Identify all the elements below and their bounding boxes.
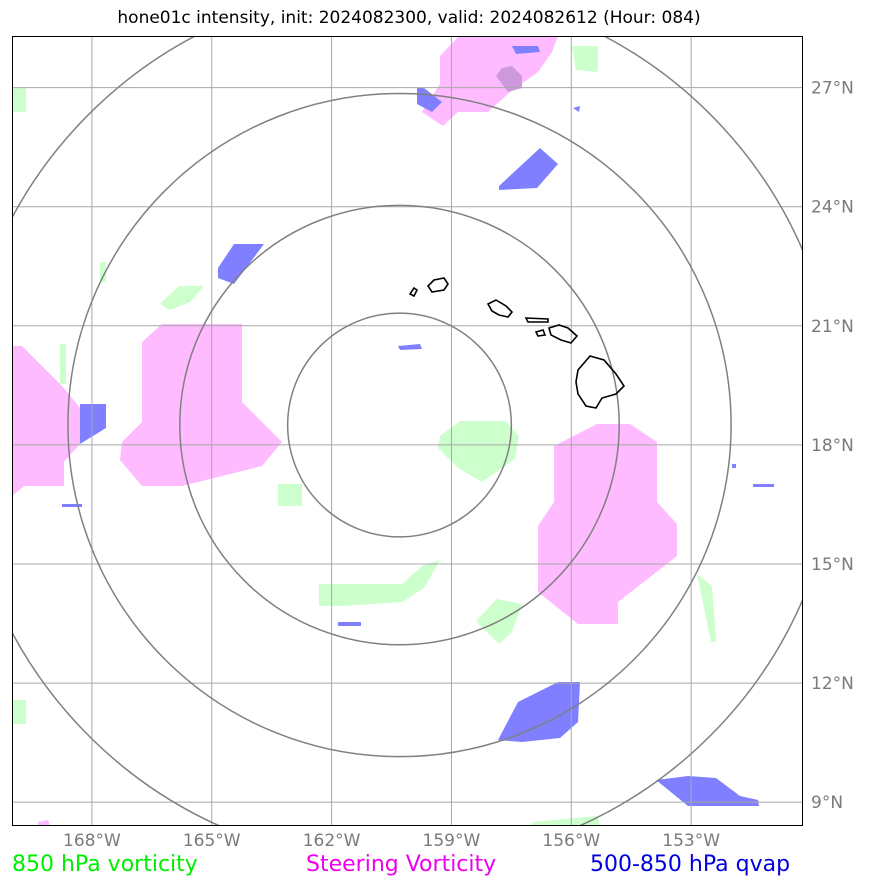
island-maui (548, 324, 579, 344)
vorticity-850-area (12, 700, 26, 724)
range-ring (286, 312, 513, 538)
vorticity-850-area (697, 574, 716, 642)
vorticity-850-areas (12, 46, 716, 826)
qvap-area (218, 244, 264, 284)
steering-vorticity-area (538, 424, 677, 624)
qvap-area (753, 484, 774, 487)
qvap-steering-overlap (496, 66, 522, 92)
latitude-label: 27°N (811, 79, 854, 99)
map-border (12, 36, 803, 826)
legend-qvap: 500-850 hPa qvap (590, 852, 791, 877)
vorticity-850-area (572, 46, 598, 72)
steering-vorticity-area (422, 36, 558, 126)
graticule (12, 36, 803, 826)
vorticity-850-area (319, 560, 440, 606)
qvap-area (499, 148, 558, 190)
longitude-label: 153°W (662, 831, 720, 851)
longitude-label: 159°W (423, 831, 481, 851)
latitude-label: 15°N (811, 555, 854, 575)
latitude-label: 18°N (811, 436, 854, 456)
qvap-area (512, 46, 540, 54)
steering-vorticity-area (12, 346, 80, 496)
range-ring (67, 92, 732, 758)
longitude-label: 168°W (63, 831, 121, 851)
qvap-area (338, 622, 361, 626)
qvap-areas (62, 46, 774, 806)
vorticity-850-area (438, 421, 519, 482)
vorticity-850-area (278, 484, 302, 506)
island-lanai (534, 329, 547, 337)
island-niihau (408, 286, 419, 298)
range-rings (12, 36, 803, 826)
latitude-labels: 9°N 12°N 15°N 18°N 21°N 24°N 27°N (811, 79, 854, 814)
longitude-labels: 168°W 165°W 162°W 159°W 156°W 153°W (63, 831, 720, 851)
longitude-label: 162°W (303, 831, 361, 851)
latitude-label: 12°N (811, 674, 854, 694)
island-oahu (486, 299, 514, 318)
latitude-label: 9°N (811, 793, 843, 813)
qvap-area (398, 344, 422, 350)
vorticity-850-area (532, 816, 600, 826)
vorticity-850-area (160, 286, 204, 310)
latitude-label: 21°N (811, 317, 854, 337)
qvap-area (80, 404, 106, 444)
island-hawaii (575, 355, 626, 409)
longitude-label: 165°W (183, 831, 241, 851)
range-ring (179, 204, 620, 646)
steering-vorticity-areas (12, 36, 677, 826)
qvap-area (498, 682, 580, 742)
island-molokai (524, 317, 549, 323)
vorticity-850-area (12, 88, 26, 112)
vorticity-850-area (60, 344, 66, 384)
map-title: hone01c intensity, init: 2024082300, val… (117, 8, 701, 28)
legend-steering-vorticity: Steering Vorticity (306, 852, 497, 877)
island-kauai (426, 277, 449, 293)
qvap-area (656, 776, 759, 806)
map-panel[interactable]: 9°N12°N15°N18°N21°N24°N27°N 168°W 165°W 16… (12, 36, 854, 851)
steering-vorticity-area (120, 324, 282, 486)
latitude-label: 24°N (811, 198, 854, 218)
longitude-label: 156°W (542, 831, 600, 851)
map-background (12, 36, 803, 826)
qvap-area (62, 504, 82, 507)
hawaiian-islands (408, 277, 626, 409)
qvap-area (573, 106, 580, 112)
steering-vorticity-area (38, 820, 50, 826)
legend-850-vorticity: 850 hPa vorticity (12, 852, 198, 877)
vorticity-850-area (100, 262, 106, 282)
qvap-area (732, 464, 736, 468)
